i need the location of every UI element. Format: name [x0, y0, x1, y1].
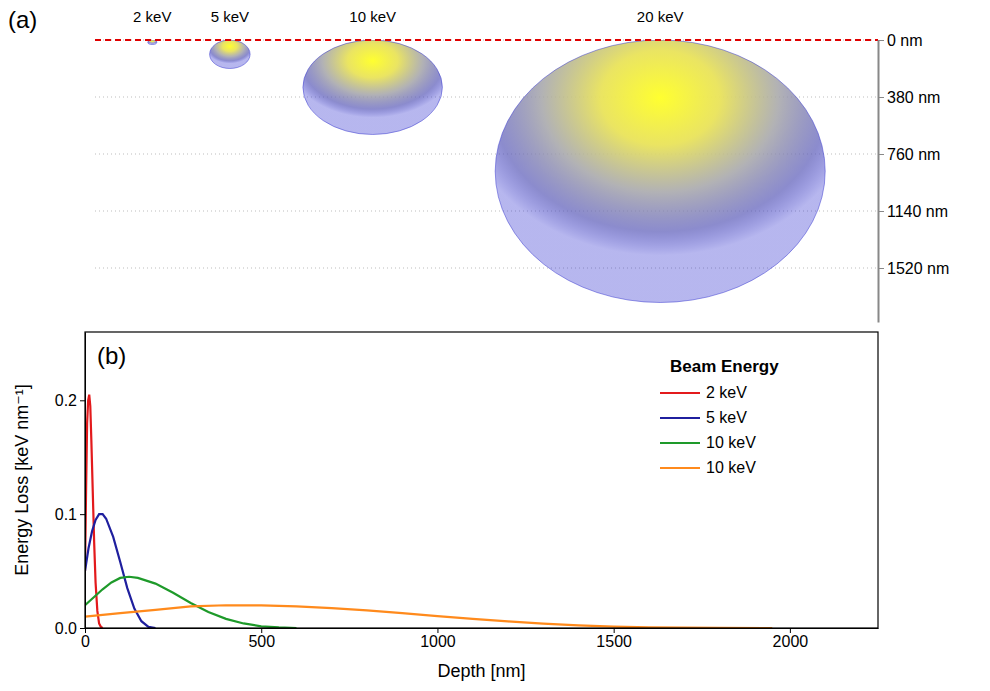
depth-tick-mark	[878, 211, 884, 212]
x-tick-mark	[790, 628, 791, 633]
surface-line	[95, 39, 878, 41]
depth-tick-label: 380 nm	[887, 89, 940, 106]
y-tick-mark	[80, 628, 85, 629]
x-axis-line	[86, 628, 879, 629]
grid-line	[95, 40, 878, 41]
figure: (a) 2 keV 5 keV 10 keV 20 keV 0 nm 380 nm 760 n…	[0, 0, 990, 691]
category-label: 10 keV	[349, 8, 396, 25]
interaction-volume	[495, 40, 825, 303]
y-tick: 0.1	[55, 506, 85, 523]
x-tick: 1500	[596, 628, 632, 650]
depth-tick-mark	[878, 154, 884, 155]
y-axis-title: Energy Loss [keV nm⁻¹]	[12, 384, 32, 576]
y-tick-label: 0.1	[55, 506, 77, 523]
y-tick-label: 0.0	[55, 620, 77, 637]
x-axis: 0 500 1000 1500 2000	[81, 628, 878, 650]
series-line	[85, 577, 296, 628]
category-label: 2 keV	[133, 8, 171, 25]
legend-swatch	[660, 417, 700, 419]
y-axis: 0.0 0.1 0.2	[55, 333, 86, 637]
x-tick: 1000	[420, 628, 456, 650]
depth-axis-line	[878, 41, 880, 323]
legend-swatch	[660, 392, 700, 394]
x-tick-mark	[85, 628, 86, 633]
x-tick-label: 2000	[773, 633, 809, 650]
x-tick-label: 1000	[420, 633, 456, 650]
panel-label: (a)	[8, 6, 37, 33]
category-label: 5 keV	[211, 8, 249, 25]
interaction-volume	[210, 40, 251, 69]
legend-swatch	[660, 467, 700, 469]
plot-frame	[85, 332, 878, 628]
depth-tick: 0 nm	[878, 32, 923, 49]
x-tick: 2000	[773, 628, 809, 650]
x-tick-label: 1500	[596, 633, 632, 650]
depth-tick: 380 nm	[878, 89, 940, 106]
x-axis-title: Depth [nm]	[437, 661, 525, 681]
depth-tick-label: 1140 nm	[887, 203, 948, 220]
x-tick-label: 500	[248, 633, 275, 650]
depth-tick-label: 760 nm	[887, 146, 940, 163]
depth-axis: 0 nm 380 nm 760 nm 1140 nm 1520 nm	[878, 32, 949, 323]
x-tick-label: 0	[81, 633, 90, 650]
panel-label: (b)	[97, 342, 126, 369]
x-tick: 500	[248, 628, 275, 650]
y-tick-mark	[80, 400, 85, 401]
depth-tick-label: 0 nm	[887, 32, 923, 49]
y-tick: 0.2	[55, 392, 85, 409]
y-axis-line	[85, 333, 86, 629]
x-tick-mark	[437, 628, 438, 633]
depth-tick: 760 nm	[878, 146, 940, 163]
depth-tick-mark	[878, 97, 884, 98]
interaction-volume	[303, 40, 443, 135]
category-label: 20 keV	[637, 8, 684, 25]
depth-tick-label: 1520 nm	[887, 260, 949, 277]
legend-label: 10 keV	[706, 434, 756, 451]
volumes	[148, 40, 825, 303]
x-tick: 0	[81, 628, 90, 650]
series-line	[85, 605, 772, 628]
legend: Beam Energy 2 keV 5 keV 10 keV 10 keV	[660, 357, 779, 476]
y-tick-mark	[80, 514, 85, 515]
legend-label: 5 keV	[706, 409, 747, 426]
legend-title: Beam Energy	[670, 357, 779, 376]
lines	[85, 395, 772, 628]
depth-tick: 1520 nm	[878, 260, 949, 277]
depth-tick: 1140 nm	[878, 203, 948, 220]
depth-tick-mark	[878, 40, 884, 41]
y-tick-label: 0.2	[55, 392, 77, 409]
y-tick: 0.0	[55, 620, 85, 637]
legend-swatch	[660, 442, 700, 444]
legend-label: 2 keV	[706, 384, 747, 401]
x-tick-mark	[261, 628, 262, 633]
x-tick-mark	[614, 628, 615, 633]
legend-label: 10 keV	[706, 459, 756, 476]
depth-tick-mark	[878, 268, 884, 269]
